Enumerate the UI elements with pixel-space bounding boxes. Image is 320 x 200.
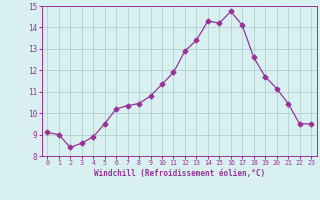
X-axis label: Windchill (Refroidissement éolien,°C): Windchill (Refroidissement éolien,°C) <box>94 169 265 178</box>
